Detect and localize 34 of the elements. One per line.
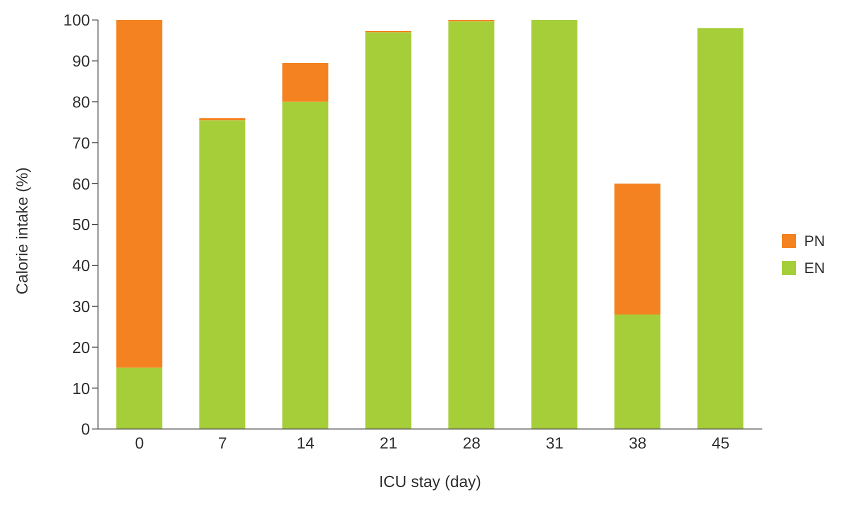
bar (614, 184, 660, 314)
bar (282, 102, 328, 429)
y-tick-label: 100 (63, 12, 90, 30)
bar (116, 368, 162, 429)
x-tick-label: 38 (628, 435, 647, 452)
bar (199, 120, 246, 429)
x-axis-title: ICU stay (day) (378, 474, 482, 491)
y-tick-label: 20 (72, 340, 90, 357)
legend-label: PN (804, 232, 825, 250)
bar (365, 32, 412, 429)
y-tick-label: 90 (72, 54, 90, 71)
y-tick-label: 30 (72, 298, 90, 316)
x-tick-label: 0 (135, 435, 144, 452)
x-tick-label: 14 (296, 435, 315, 452)
bar (531, 20, 578, 429)
y-axis-title: Calorie intake (%) (14, 167, 32, 294)
y-tick-label: 40 (72, 258, 90, 276)
x-tick-label: 7 (218, 435, 228, 452)
bar (282, 62, 328, 102)
y-tick-label: 0 (81, 422, 90, 439)
x-tick-label: 28 (462, 435, 481, 452)
y-tick-label: 60 (72, 176, 90, 194)
bar (614, 314, 660, 429)
x-tick-label: 21 (380, 435, 398, 452)
y-tick-label: 70 (72, 135, 90, 152)
bar (448, 21, 494, 429)
x-tick-label: 31 (546, 435, 564, 452)
y-tick-label: 10 (72, 380, 90, 398)
bar (697, 28, 744, 429)
legend-label: EN (804, 260, 825, 276)
y-tick-label: 80 (72, 94, 90, 112)
x-tick-label: 45 (712, 435, 730, 452)
bar (116, 20, 162, 368)
y-tick-label: 50 (72, 217, 90, 234)
